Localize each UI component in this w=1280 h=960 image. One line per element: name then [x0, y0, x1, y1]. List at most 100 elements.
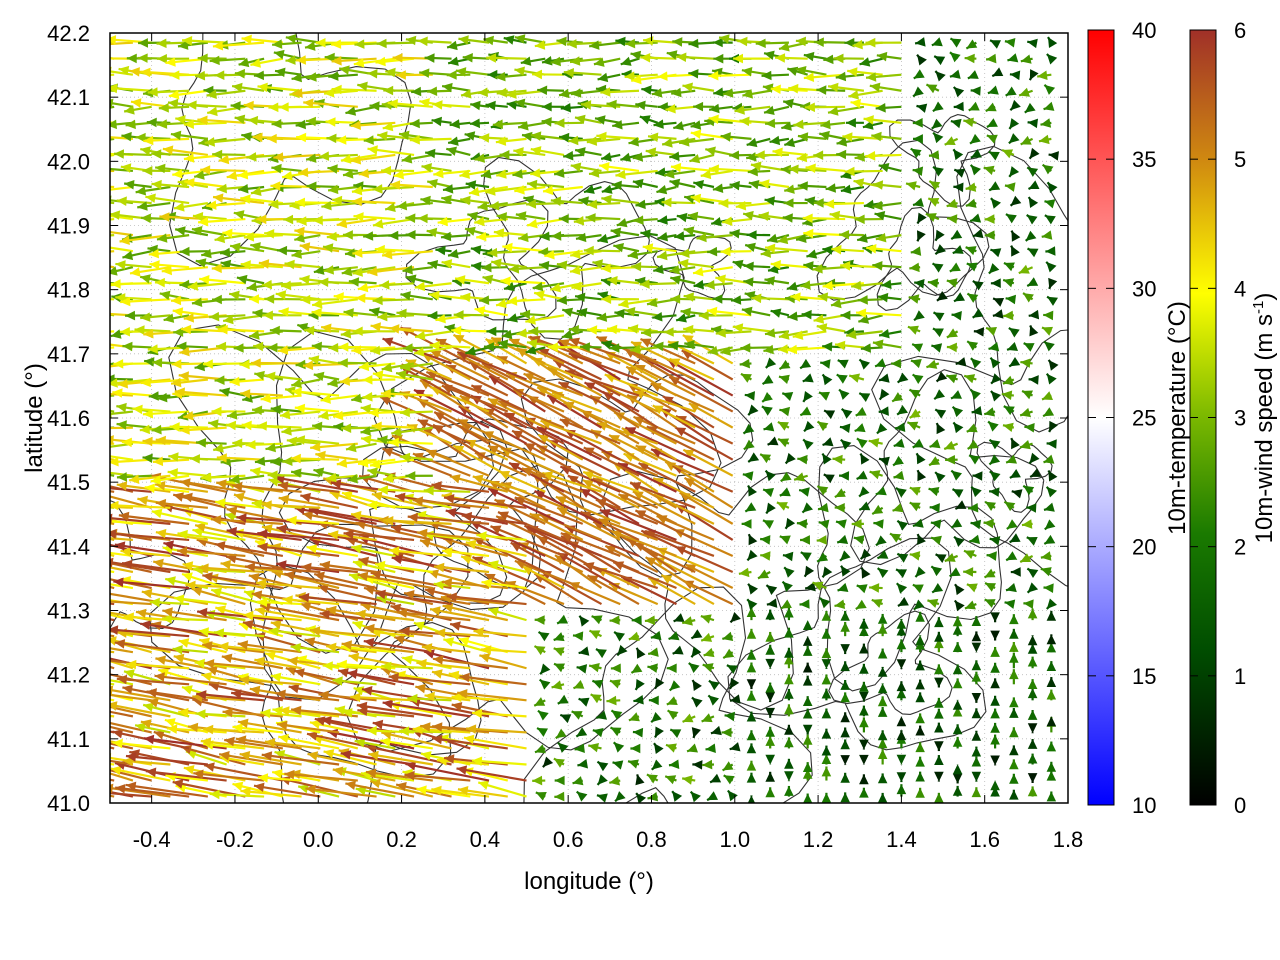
wind-vector-head: [507, 313, 518, 323]
wind-vector-head: [579, 342, 590, 352]
wind-vector-head: [966, 583, 978, 593]
wind-vector-head: [32, 713, 43, 722]
wind-vector-head: [951, 518, 963, 528]
wind-vector-head: [563, 402, 575, 411]
wind-vector-head: [278, 481, 289, 491]
wind-vector-head: [720, 246, 731, 257]
wind-vector-head: [986, 134, 998, 144]
wind-vector-head: [261, 500, 272, 510]
wind-vector-head: [1043, 583, 1054, 593]
wind-vector-head: [645, 147, 657, 157]
wind-vector: [110, 442, 134, 448]
wind-vector-head: [693, 101, 704, 112]
wind-vector-head: [198, 627, 209, 637]
wind-vector-head: [625, 427, 637, 436]
wind-vector-head: [58, 523, 69, 532]
wind-vector-head: [354, 39, 365, 49]
wind-vector-head: [990, 755, 1000, 766]
wind-vector-head: [693, 279, 704, 290]
wind-vector-head: [352, 248, 363, 258]
wind-vector-head: [411, 86, 422, 97]
wind-vector-head: [420, 538, 431, 548]
wind-vector-head: [161, 265, 172, 276]
wind-vector-head: [969, 455, 981, 465]
wind-vector-head: [747, 599, 758, 610]
wind-vector-head: [1041, 230, 1053, 240]
wind-vector-head: [1042, 164, 1054, 175]
wind-vector-head: [421, 163, 432, 173]
wind-vector: [110, 392, 133, 397]
wind-vector-head: [430, 350, 442, 360]
wind-vector-head: [187, 722, 199, 733]
wind-vector-head: [192, 212, 204, 222]
wind-vector-head: [243, 100, 254, 111]
wind-vector-head: [337, 358, 348, 368]
wind-vector-head: [877, 749, 888, 759]
wind-vector-head: [543, 185, 554, 196]
wind-vector-head: [514, 66, 525, 76]
wind-vector-head: [516, 328, 527, 338]
wind-vector-head: [276, 524, 287, 534]
wind-vector-head: [353, 212, 364, 222]
wind-vector-head: [383, 85, 394, 96]
wind-vector-head: [327, 164, 338, 174]
wind-vector-head: [137, 53, 148, 63]
wind-vector-head: [324, 52, 335, 63]
wind-vector-head: [813, 198, 824, 208]
wind-vector-head: [407, 512, 418, 523]
wind-vector-head: [338, 342, 349, 352]
wind-vector-head: [859, 691, 869, 702]
wind-vector-head: [1009, 118, 1020, 129]
wind-vector-head: [423, 485, 434, 496]
wind-vector-head: [140, 146, 151, 156]
wind-vector-head: [178, 707, 189, 718]
wind-vector-head: [650, 630, 662, 641]
wind-vector: [405, 762, 490, 782]
wind-vector-head: [146, 688, 157, 698]
wind-vector-head: [472, 474, 484, 484]
wind-vector-head: [1043, 454, 1055, 464]
wind-vector-head: [292, 88, 303, 98]
wind-vector: [110, 703, 171, 718]
wind-vector-head: [226, 526, 237, 537]
wind-vector-head: [287, 656, 298, 666]
wind-vector-head: [802, 373, 814, 383]
wind-vector-head: [435, 628, 446, 638]
wind-vector-head: [295, 197, 305, 208]
wind-vector-head: [840, 621, 850, 632]
wind-vector-head: [330, 479, 342, 489]
wind-vector-head: [951, 390, 962, 399]
wind-vector-head: [793, 119, 804, 130]
wind-vector-head: [230, 242, 241, 253]
wind-vector-head: [823, 474, 835, 484]
wind-vector-head: [928, 198, 940, 207]
wind-vector-head: [377, 311, 388, 322]
wind-vector-head: [231, 689, 242, 699]
x-tick-label: 0.4: [470, 827, 501, 852]
wind-vector-head: [907, 421, 919, 431]
wind-vector-head: [935, 71, 946, 82]
wind-vector-head: [275, 689, 286, 699]
wind-vector-head: [232, 438, 243, 448]
wind-vector-head: [761, 406, 773, 416]
wind-vector-head: [197, 53, 208, 64]
wind-vector-head: [765, 771, 775, 782]
wind-vector-head: [592, 728, 604, 738]
wind-vector-head: [194, 658, 205, 669]
wind-vector-head: [894, 422, 906, 432]
wind-vector-head: [802, 646, 813, 656]
wind-vector-head: [129, 474, 140, 484]
wind-vector-head: [569, 337, 580, 347]
wind-vector: [666, 358, 734, 397]
wind-vector-head: [437, 216, 448, 227]
wind-vector-head: [89, 556, 100, 565]
wind-vector-head: [877, 568, 889, 578]
wind-vector-head: [670, 162, 682, 173]
wind-vector: [203, 661, 265, 670]
wind-vector-head: [172, 307, 184, 317]
wind-vector-head: [110, 635, 111, 639]
wind-vector-head: [355, 785, 367, 796]
wind-vector-head: [820, 359, 831, 369]
wind-vector-head: [246, 152, 257, 162]
